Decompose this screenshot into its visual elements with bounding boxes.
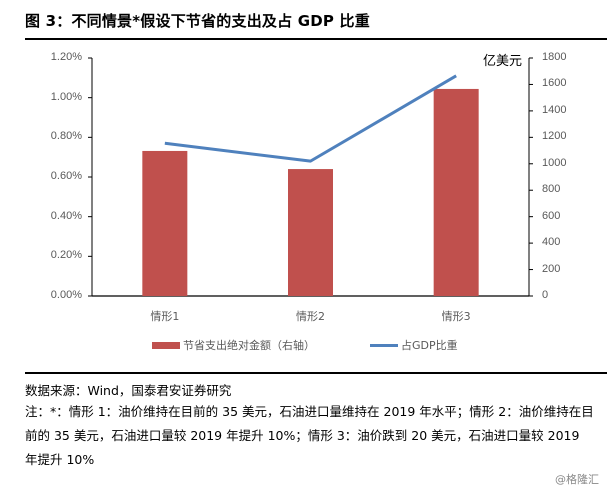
category-label: 情形1: [150, 310, 180, 323]
left-tick-label: 0.20%: [50, 249, 82, 262]
bar-1: [142, 150, 188, 296]
legend-line-label: 占GDP比重: [401, 339, 458, 352]
footnote: 注：*：情形 1：油价维持在目前的 35 美元，石油进口量维持在 2019 年水…: [25, 404, 594, 467]
right-tick-label: 1800: [542, 51, 567, 63]
left-tick-label: 0.40%: [50, 209, 82, 222]
bar-2: [288, 169, 333, 296]
left-tick-label: 0.60%: [50, 170, 82, 182]
right-tick-label: 1000: [542, 156, 567, 169]
right-tick-label: 600: [542, 209, 561, 222]
legend-item-line: 占GDP比重: [370, 337, 458, 353]
right-tick-label: 400: [542, 236, 561, 249]
right-tick-label: 1600: [542, 77, 567, 90]
right-tick-label: 1400: [542, 103, 567, 116]
left-tick-label: 1.20%: [50, 51, 82, 63]
right-tick-label: 800: [542, 183, 561, 196]
data-source: 数据来源：Wind，国泰君安证券研究: [25, 383, 232, 398]
footer-rule: [25, 372, 607, 374]
bar-3: [433, 88, 479, 296]
category-label: 情形3: [441, 310, 471, 323]
left-tick-label: 0.00%: [50, 289, 82, 301]
right-tick-label: 1200: [542, 130, 567, 143]
left-tick-label: 0.80%: [50, 130, 82, 143]
legend-bar-swatch: [152, 341, 180, 349]
chart: 0.00% 0.20% 0.40% 0.60% 0.80% 1.00% 1.20% 0 200 4…: [0, 45, 609, 365]
chart-plot: [88, 57, 533, 297]
legend-bar-label: 节省支出绝对金额（右轴）: [183, 339, 315, 352]
legend-item-bar: 节省支出绝对金额（右轴）: [152, 337, 315, 353]
category-label: 情形2: [296, 310, 325, 323]
right-axis-unit: 亿美元: [483, 54, 523, 69]
legend-line-swatch: [370, 343, 398, 347]
watermark: @格隆汇: [555, 473, 599, 486]
figure-title: 图 3：不同情景*假设下节省的支出及占 GDP 比重: [25, 12, 370, 30]
title-rule: [25, 38, 607, 40]
right-tick-label: 0: [542, 289, 549, 301]
left-tick-label: 1.00%: [50, 90, 82, 103]
right-tick-label: 200: [542, 262, 561, 275]
gdp-share-line: [164, 74, 457, 163]
